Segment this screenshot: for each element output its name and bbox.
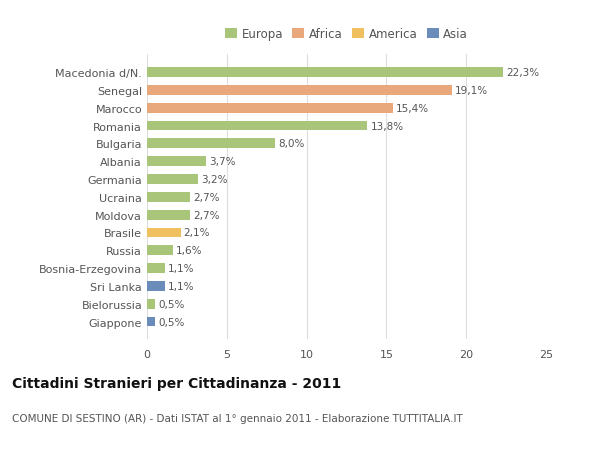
Bar [147, 281, 164, 291]
Bar [147, 228, 181, 238]
Bar [147, 104, 393, 113]
Text: 3,2%: 3,2% [201, 174, 228, 185]
Text: 1,6%: 1,6% [176, 246, 202, 256]
Bar [147, 157, 206, 167]
Bar [147, 263, 164, 274]
Text: 2,7%: 2,7% [193, 210, 220, 220]
Text: 19,1%: 19,1% [455, 86, 488, 95]
Bar [147, 210, 190, 220]
Text: 13,8%: 13,8% [370, 121, 404, 131]
Text: COMUNE DI SESTINO (AR) - Dati ISTAT al 1° gennaio 2011 - Elaborazione TUTTITALIA: COMUNE DI SESTINO (AR) - Dati ISTAT al 1… [12, 413, 463, 423]
Text: 1,1%: 1,1% [168, 281, 194, 291]
Text: 15,4%: 15,4% [396, 103, 429, 113]
Text: 2,1%: 2,1% [184, 228, 210, 238]
Legend: Europa, Africa, America, Asia: Europa, Africa, America, Asia [223, 26, 470, 44]
Bar [147, 68, 503, 78]
Bar [147, 246, 173, 256]
Text: Cittadini Stranieri per Cittadinanza - 2011: Cittadini Stranieri per Cittadinanza - 2… [12, 376, 341, 390]
Text: 8,0%: 8,0% [278, 139, 304, 149]
Bar [147, 192, 190, 202]
Bar [147, 175, 198, 185]
Bar [147, 86, 452, 95]
Text: 22,3%: 22,3% [506, 68, 539, 78]
Bar [147, 317, 155, 327]
Text: 0,5%: 0,5% [158, 317, 185, 327]
Text: 1,1%: 1,1% [168, 263, 194, 274]
Text: 3,7%: 3,7% [209, 157, 236, 167]
Bar [147, 139, 275, 149]
Text: 0,5%: 0,5% [158, 299, 185, 309]
Bar [147, 299, 155, 309]
Text: 2,7%: 2,7% [193, 192, 220, 202]
Bar [147, 121, 367, 131]
